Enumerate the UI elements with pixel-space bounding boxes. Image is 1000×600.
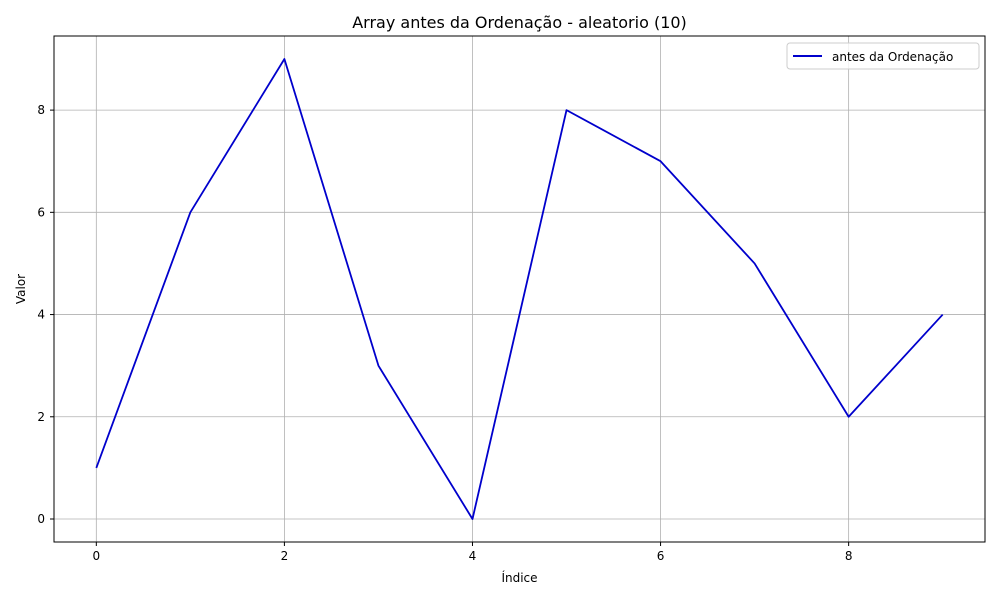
legend-label: antes da Ordenação (832, 50, 953, 64)
ticks-layer: 0 2 4 6 8 0 2 4 6 8 (37, 103, 852, 563)
x-tick-label: 6 (657, 549, 665, 563)
y-tick-label: 8 (37, 103, 45, 117)
chart-title: Array antes da Ordenação - aleatorio (10… (352, 13, 687, 32)
y-tick-label: 6 (37, 205, 45, 219)
y-axis-label: Valor (14, 274, 28, 304)
x-tick-label: 2 (281, 549, 289, 563)
x-tick-label: 4 (469, 549, 477, 563)
series-line (95, 58, 944, 520)
y-tick-label: 2 (37, 410, 45, 424)
x-tick-label: 8 (845, 549, 853, 563)
grid-lines (54, 36, 985, 542)
plot-frame (53, 35, 986, 543)
series-layer (95, 58, 944, 520)
legend-box (786, 42, 980, 70)
x-axis-label: Índice (501, 570, 537, 585)
y-tick-label: 4 (37, 308, 45, 322)
legend: antes da Ordenação (786, 42, 980, 70)
y-tick-label: 0 (37, 512, 45, 526)
x-tick-label: 0 (92, 549, 100, 563)
